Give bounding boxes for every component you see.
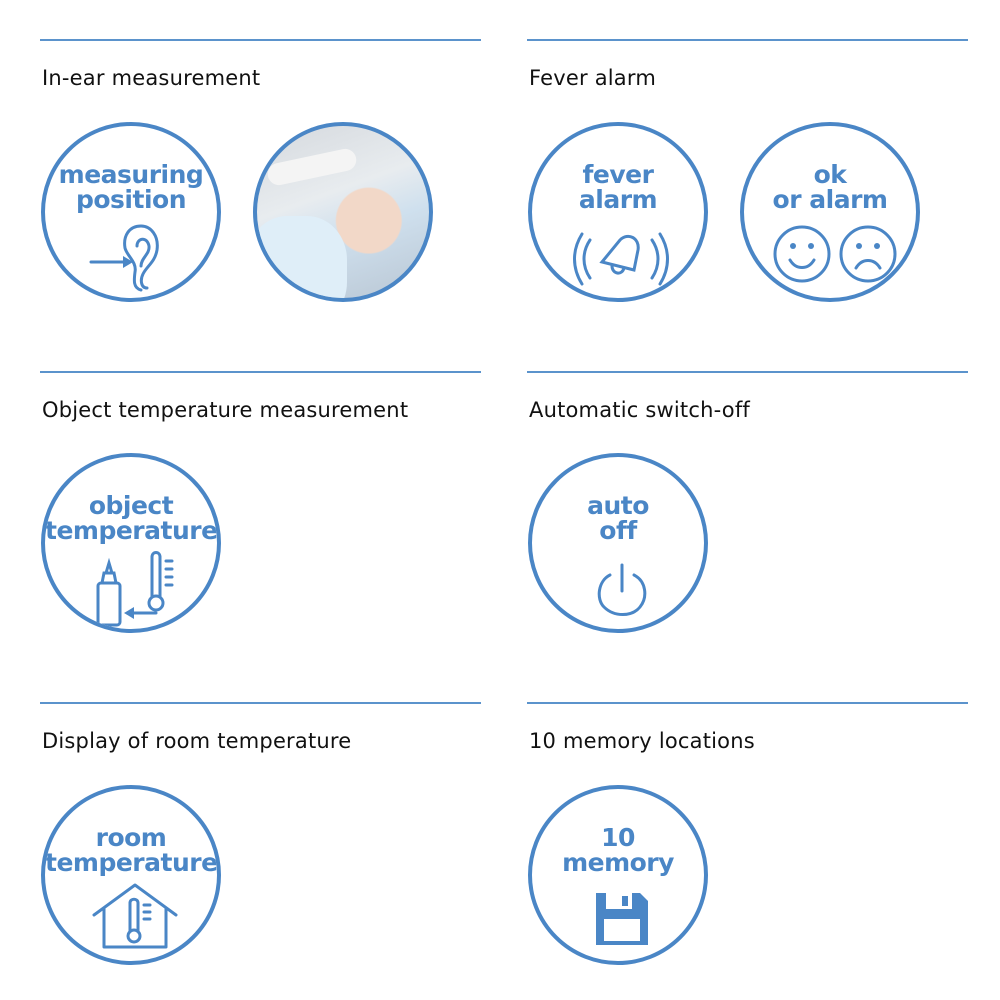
power-icon: [597, 563, 647, 616]
badge-line: auto: [587, 491, 649, 520]
section-title-auto-off: Automatic switch-off: [529, 398, 751, 422]
smiley-faces-icon: [773, 225, 897, 283]
fever-alarm-badge: fever alarm: [528, 122, 708, 302]
badge-line: ok: [813, 160, 847, 189]
section-title-fever-alarm: Fever alarm: [529, 66, 657, 90]
badge-line: memory: [562, 848, 674, 877]
bottle-thermometer-icon: [96, 551, 174, 627]
badge-line: off: [599, 516, 637, 545]
object-temperature-badge: object temperature: [41, 453, 221, 633]
badge-line: temperature: [45, 516, 218, 545]
house-thermometer-icon: [92, 883, 178, 949]
memory-badge: 10 memory: [528, 785, 708, 965]
auto-off-badge: auto off: [528, 453, 708, 633]
bell-alarm-icon: [573, 232, 669, 286]
divider: [527, 702, 968, 704]
badge-line: 10: [601, 823, 635, 852]
floppy-disk-icon: [596, 893, 648, 945]
badge-line: room: [95, 823, 167, 852]
baby-ear-thermometer-photo: [253, 122, 433, 302]
section-title-room-temperature: Display of room temperature: [42, 729, 352, 753]
section-title-in-ear: In-ear measurement: [42, 66, 261, 90]
divider: [40, 702, 481, 704]
divider: [527, 371, 968, 373]
badge-line: measuring: [58, 160, 204, 189]
badge-line: object: [88, 491, 174, 520]
badge-line: alarm: [578, 185, 658, 214]
section-title-memory: 10 memory locations: [529, 729, 755, 753]
ear-arrow-icon: [89, 224, 159, 292]
room-temperature-badge: room temperature: [41, 785, 221, 965]
divider: [40, 371, 481, 373]
measuring-position-badge: measuring position: [41, 122, 221, 302]
divider: [40, 39, 481, 41]
divider: [527, 39, 968, 41]
badge-line: temperature: [45, 848, 218, 877]
ok-or-alarm-badge: ok or alarm: [740, 122, 920, 302]
badge-line: fever: [582, 160, 654, 189]
badge-line: position: [75, 185, 187, 214]
badge-line: or alarm: [772, 185, 888, 214]
section-title-object-temperature: Object temperature measurement: [42, 398, 409, 422]
